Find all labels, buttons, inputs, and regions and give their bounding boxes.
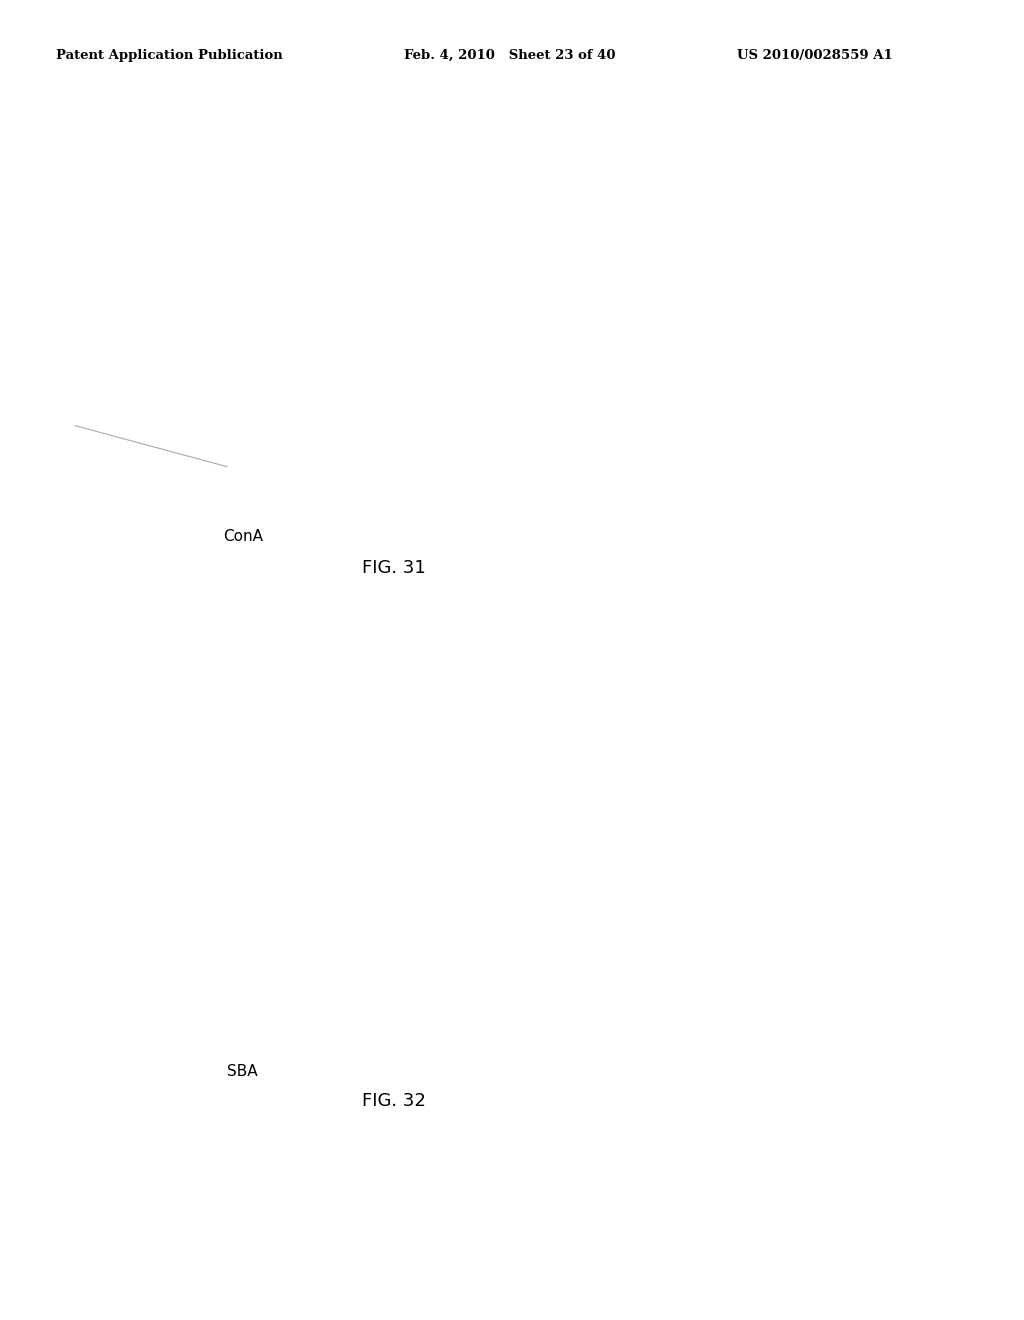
Circle shape xyxy=(96,820,130,855)
Circle shape xyxy=(70,223,179,342)
Text: α-L-Fucp: α-L-Fucp xyxy=(656,178,710,191)
Text: β-D-Xylp: β-D-Xylp xyxy=(838,178,891,191)
Circle shape xyxy=(305,898,323,917)
Circle shape xyxy=(167,826,188,849)
Circle shape xyxy=(169,331,247,414)
Circle shape xyxy=(237,896,255,917)
Text: α-L-Fucp: α-L-Fucp xyxy=(656,713,710,726)
Circle shape xyxy=(169,240,247,325)
Text: β-D-Galp-(1-4): β-D-Galp-(1-4) xyxy=(656,351,746,364)
Circle shape xyxy=(280,271,303,294)
Text: 100 μm: 100 μm xyxy=(296,997,344,1010)
Circle shape xyxy=(103,896,123,917)
Circle shape xyxy=(101,348,147,397)
Circle shape xyxy=(165,145,251,239)
Circle shape xyxy=(185,348,230,397)
Text: ConA: ConA xyxy=(222,529,263,544)
Circle shape xyxy=(92,248,157,317)
Circle shape xyxy=(234,895,257,919)
Text: α-D-Manp: α-D-Manp xyxy=(486,713,547,726)
Circle shape xyxy=(137,206,279,359)
Circle shape xyxy=(154,223,262,342)
Text: Linker: Linker xyxy=(838,810,876,824)
Circle shape xyxy=(180,343,236,403)
Circle shape xyxy=(45,107,204,279)
Text: β-D-GlcNAcp: β-D-GlcNAcp xyxy=(486,1003,565,1016)
Circle shape xyxy=(176,248,240,317)
Circle shape xyxy=(146,127,269,259)
Circle shape xyxy=(230,891,261,924)
Circle shape xyxy=(234,825,257,850)
Circle shape xyxy=(305,828,323,847)
Text: β-D-Glcp: β-D-Glcp xyxy=(656,833,711,846)
Circle shape xyxy=(155,812,201,863)
Text: 100 μm: 100 μm xyxy=(296,462,344,475)
Circle shape xyxy=(161,820,195,855)
Text: β-D-Glcp: β-D-Glcp xyxy=(486,276,541,289)
Text: β-D-Xylp: β-D-Xylp xyxy=(838,713,891,726)
Circle shape xyxy=(163,891,193,924)
Text: β-D-GlcNAcp: β-D-GlcNAcp xyxy=(486,469,565,482)
Circle shape xyxy=(281,181,302,203)
Circle shape xyxy=(97,343,152,403)
Text: β-D-Glcp: β-D-Glcp xyxy=(656,298,711,312)
Circle shape xyxy=(166,895,188,919)
Circle shape xyxy=(172,153,244,231)
Text: β-D-Glcp: β-D-Glcp xyxy=(656,932,711,944)
Circle shape xyxy=(279,178,304,206)
Text: α-L-Arap: α-L-Arap xyxy=(656,1003,709,1016)
Circle shape xyxy=(101,895,125,919)
Circle shape xyxy=(81,145,168,239)
Circle shape xyxy=(90,812,136,863)
Circle shape xyxy=(273,173,309,213)
Circle shape xyxy=(237,828,255,847)
Circle shape xyxy=(75,318,174,426)
Circle shape xyxy=(63,127,185,259)
Circle shape xyxy=(275,265,307,300)
Text: SBA: SBA xyxy=(227,1064,258,1078)
Text: Feb. 4, 2010   Sheet 23 of 40: Feb. 4, 2010 Sheet 23 of 40 xyxy=(404,49,616,62)
Circle shape xyxy=(302,825,326,850)
Circle shape xyxy=(86,331,163,414)
Text: Linker: Linker xyxy=(838,276,876,289)
Circle shape xyxy=(168,896,187,917)
Circle shape xyxy=(306,899,322,915)
Circle shape xyxy=(88,153,161,231)
Circle shape xyxy=(98,891,128,924)
Circle shape xyxy=(53,206,196,359)
Text: β-D-Glcp-(1-4): β-D-Glcp-(1-4) xyxy=(656,788,745,801)
Text: FIG. 31: FIG. 31 xyxy=(362,558,426,577)
Circle shape xyxy=(306,829,322,846)
Circle shape xyxy=(158,318,258,426)
Circle shape xyxy=(282,272,301,293)
Circle shape xyxy=(165,824,190,851)
Text: US 2010/0028559 A1: US 2010/0028559 A1 xyxy=(737,49,893,62)
Text: FIG. 32: FIG. 32 xyxy=(362,1092,426,1110)
Text: Patent Application Publication: Patent Application Publication xyxy=(56,49,283,62)
Text: β-D-Galp: β-D-Galp xyxy=(486,908,542,921)
Circle shape xyxy=(102,826,124,849)
Text: β-D-Galp-(1-4): β-D-Galp-(1-4) xyxy=(656,886,746,899)
Circle shape xyxy=(86,240,163,325)
Circle shape xyxy=(230,821,261,854)
Text: β-D-Glcp: β-D-Glcp xyxy=(486,810,541,824)
Circle shape xyxy=(129,107,287,279)
Text: β-D-Glcp-(1-4): β-D-Glcp-(1-4) xyxy=(656,253,745,267)
Text: β-D-Glcp: β-D-Glcp xyxy=(656,397,711,409)
Text: β-D-Galp: β-D-Galp xyxy=(486,374,542,387)
Circle shape xyxy=(302,894,326,920)
Circle shape xyxy=(100,824,126,851)
Text: α-L-Arap: α-L-Arap xyxy=(656,469,709,482)
Text: α-D-Manp: α-D-Manp xyxy=(486,178,547,191)
